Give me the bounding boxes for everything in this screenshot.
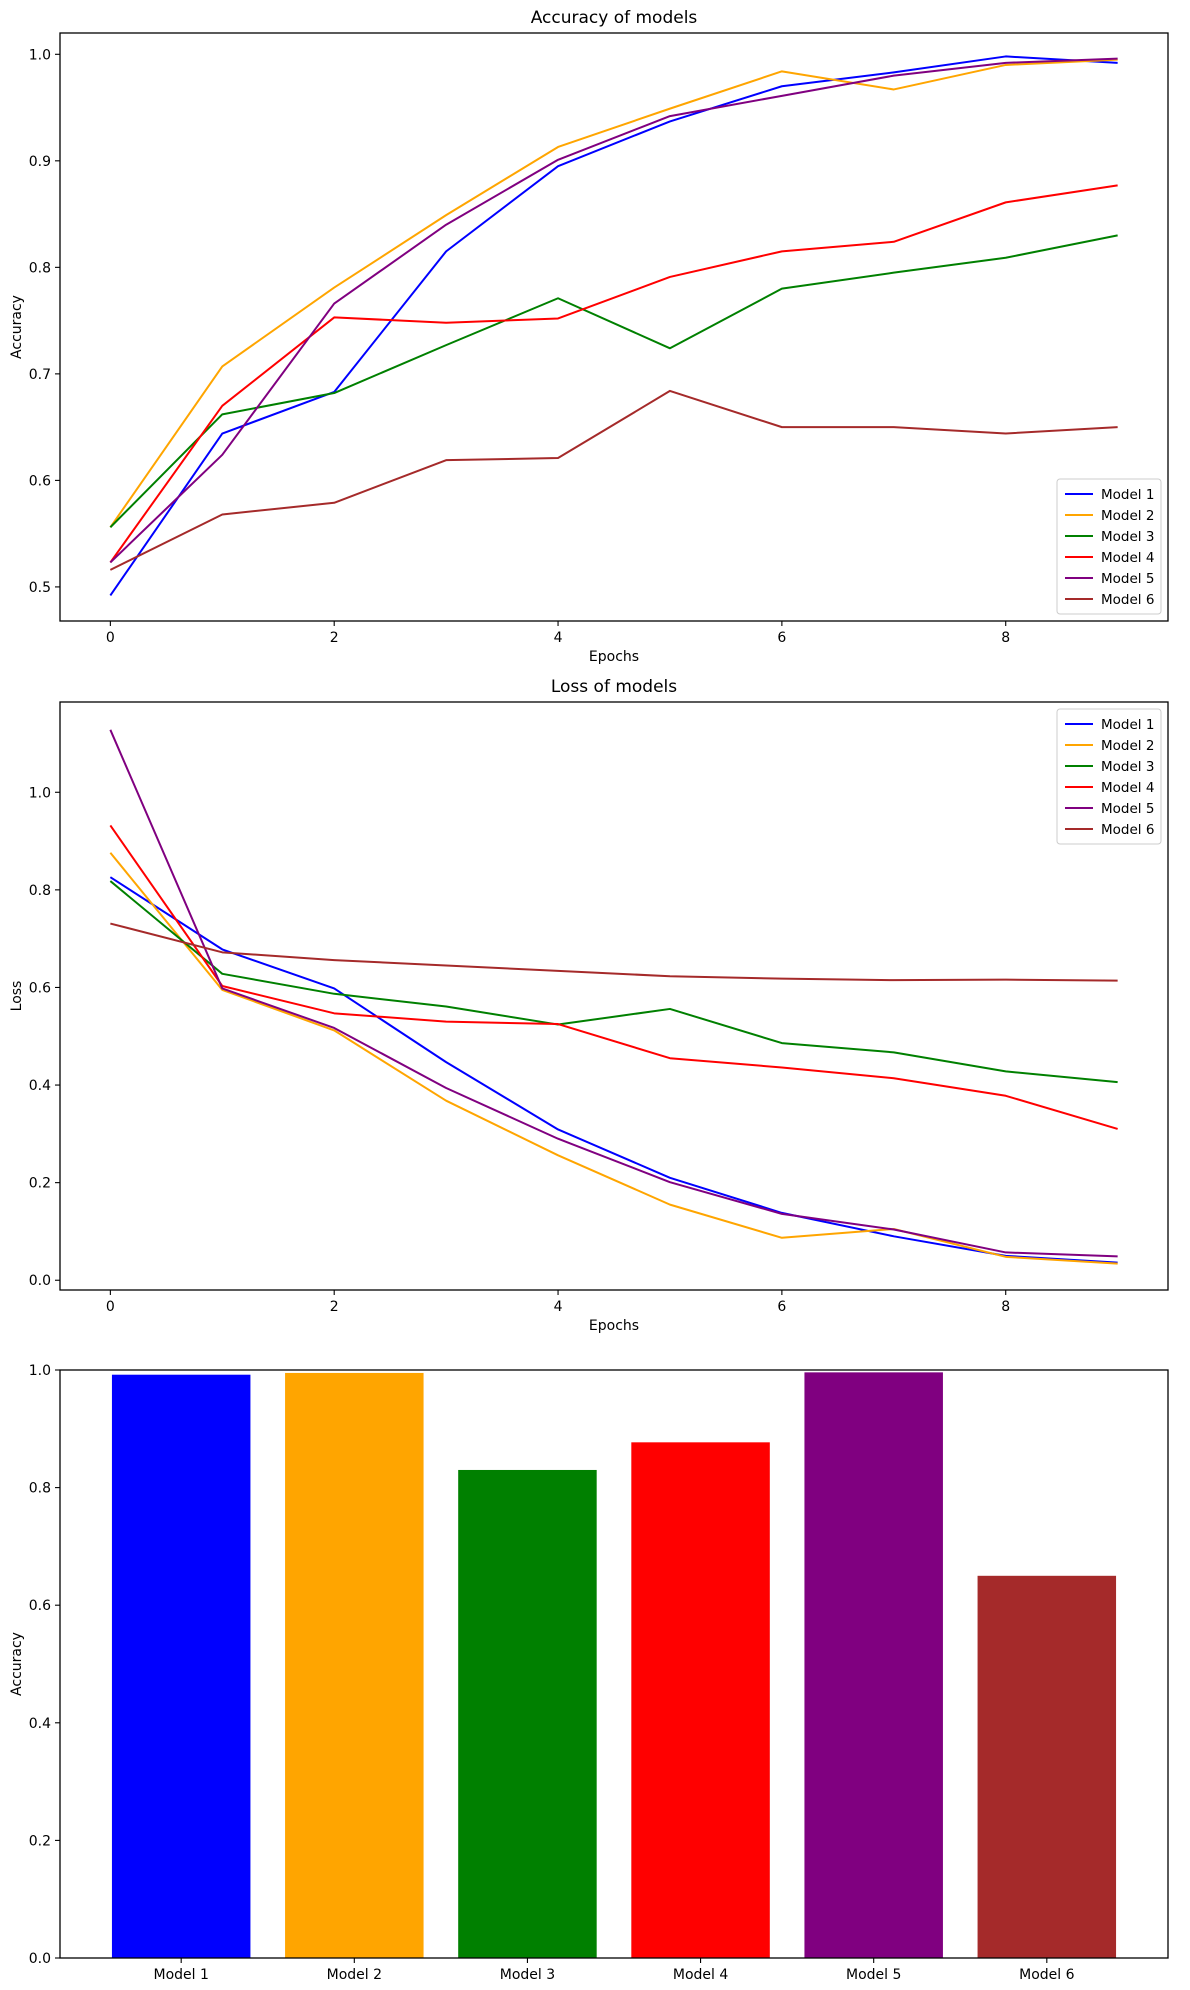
loss-x-tick-label: 8 <box>1001 1299 1010 1315</box>
loss-y-tick-label: 0.0 <box>29 1273 51 1289</box>
accuracy-legend-label-model-5: Model 5 <box>1101 571 1154 587</box>
bar-y-tick-label: 1.0 <box>29 1363 51 1379</box>
bar-y-tick-label: 0.0 <box>29 1951 51 1967</box>
accuracy-legend-label-model-6: Model 6 <box>1101 592 1154 608</box>
loss-series-model-3 <box>109 880 1118 1084</box>
accuracy-axes-frame <box>59 32 1169 622</box>
bar-y-tick-label: 0.2 <box>29 1833 51 1849</box>
loss-legend-label-model-2: Model 2 <box>1101 738 1154 754</box>
loss-series-model-2 <box>109 852 1118 1265</box>
accuracy-series-model-4 <box>109 184 1118 563</box>
accuracy-x-tick-label: 4 <box>554 630 563 646</box>
accuracy-y-tick-label: 0.6 <box>29 473 51 489</box>
accuracy-legend-frame <box>1056 478 1162 615</box>
bar-model-2 <box>285 1372 424 1958</box>
loss-y-axis-label: Loss <box>9 981 25 1012</box>
accuracy-series-model-3 <box>109 234 1118 528</box>
loss-x-tick-label: 2 <box>330 1299 339 1315</box>
loss-x-tick-label: 4 <box>554 1299 563 1315</box>
accuracy-chart-title: Accuracy of models <box>531 8 698 28</box>
loss-x-tick-label: 6 <box>777 1299 786 1315</box>
loss-series-model-4 <box>109 824 1118 1130</box>
loss-series-model-5 <box>109 729 1118 1258</box>
loss-legend: Model 1 Model 2 Model 3 Model 4 Model 5 Model… <box>1056 708 1162 845</box>
accuracy-legend-label-model-1: Model 1 <box>1101 487 1154 503</box>
bar-model-3 <box>458 1469 597 1958</box>
accuracy-y-tick-label: 1.0 <box>29 47 51 63</box>
bar-plot-area: 0.0 0.2 0.4 0.6 0.8 1.0 Model 1 Model 2 Model 3 M… <box>29 1363 1169 1983</box>
accuracy-y-tick-label: 0.8 <box>29 260 51 276</box>
loss-series-model-6 <box>110 922 1118 982</box>
accuracy-y-axis-label: Accuracy <box>9 295 25 359</box>
bar-y-axis-label: Accuracy <box>9 1632 25 1696</box>
loss-legend-label-model-4: Model 4 <box>1101 780 1154 796</box>
loss-series-model-1 <box>109 876 1118 1264</box>
accuracy-legend: Model 1 Model 2 Model 3 Model 4 Model 5 Model… <box>1056 478 1162 615</box>
accuracy-x-tick-label: 6 <box>777 630 786 646</box>
loss-legend-frame <box>1056 708 1162 845</box>
accuracy-x-tick-label: 2 <box>330 630 339 646</box>
loss-legend-label-model-6: Model 6 <box>1101 822 1154 838</box>
accuracy-series-model-1 <box>109 55 1118 596</box>
loss-y-tick-label: 1.0 <box>29 785 51 801</box>
accuracy-y-tick-label: 0.7 <box>29 367 51 383</box>
loss-y-tick-label: 0.4 <box>29 1078 51 1094</box>
accuracy-x-axis-label: Epochs <box>589 649 639 665</box>
bar-x-tick-label-model-4: Model 4 <box>673 1967 728 1983</box>
loss-chart-title: Loss of models <box>551 677 677 697</box>
loss-y-tick-label: 0.8 <box>29 883 51 899</box>
bar-y-tick-label: 0.4 <box>29 1716 51 1732</box>
loss-legend-label-model-5: Model 5 <box>1101 801 1154 817</box>
bar-x-tick-label-model-6: Model 6 <box>1019 1967 1074 1983</box>
bar-x-tick-label-model-5: Model 5 <box>846 1967 901 1983</box>
accuracy-series-model-6 <box>109 389 1118 571</box>
bar-model-1 <box>111 1374 251 1958</box>
bar-model-6 <box>977 1575 1117 1958</box>
loss-y-tick-label: 0.2 <box>29 1176 51 1192</box>
accuracy-legend-label-model-3: Model 3 <box>1101 529 1154 545</box>
bar-axes-frame <box>59 1369 1169 1959</box>
accuracy-x-tick-label: 8 <box>1001 630 1010 646</box>
loss-line-chart: Loss of models 0.0 0.2 0.4 0.6 0.8 1.0 0 2 4 6 8 Mo… <box>9 677 1169 1334</box>
loss-axes-frame <box>59 701 1169 1291</box>
bar-x-tick-label-model-3: Model 3 <box>500 1967 555 1983</box>
loss-legend-label-model-1: Model 1 <box>1101 717 1154 733</box>
accuracy-y-tick-label: 0.5 <box>29 580 51 596</box>
accuracy-y-tick-label: 0.9 <box>29 154 51 170</box>
bar-y-tick-label: 0.8 <box>29 1481 51 1497</box>
bar-model-5 <box>804 1372 943 1958</box>
bar-x-tick-label-model-2: Model 2 <box>327 1967 382 1983</box>
accuracy-x-tick-label: 0 <box>106 630 115 646</box>
loss-x-tick-label: 0 <box>106 1299 115 1315</box>
bar-y-tick-label: 0.6 <box>29 1598 51 1614</box>
accuracy-series-model-2 <box>109 58 1118 528</box>
final-accuracy-bar-chart: 0.0 0.2 0.4 0.6 0.8 1.0 Model 1 Model 2 Model 3 M… <box>9 1363 1169 1983</box>
accuracy-series-model-5 <box>109 57 1118 564</box>
loss-legend-label-model-3: Model 3 <box>1101 759 1154 775</box>
accuracy-legend-label-model-4: Model 4 <box>1101 550 1154 566</box>
bar-model-4 <box>631 1442 770 1958</box>
accuracy-legend-label-model-2: Model 2 <box>1101 508 1154 524</box>
loss-x-axis-label: Epochs <box>589 1318 639 1334</box>
loss-y-tick-label: 0.6 <box>29 980 51 996</box>
bar-x-tick-label-model-1: Model 1 <box>153 1967 208 1983</box>
accuracy-line-chart: Accuracy of models 0.5 0.6 0.7 0.8 0.9 1.0 0 2 4… <box>9 8 1169 665</box>
